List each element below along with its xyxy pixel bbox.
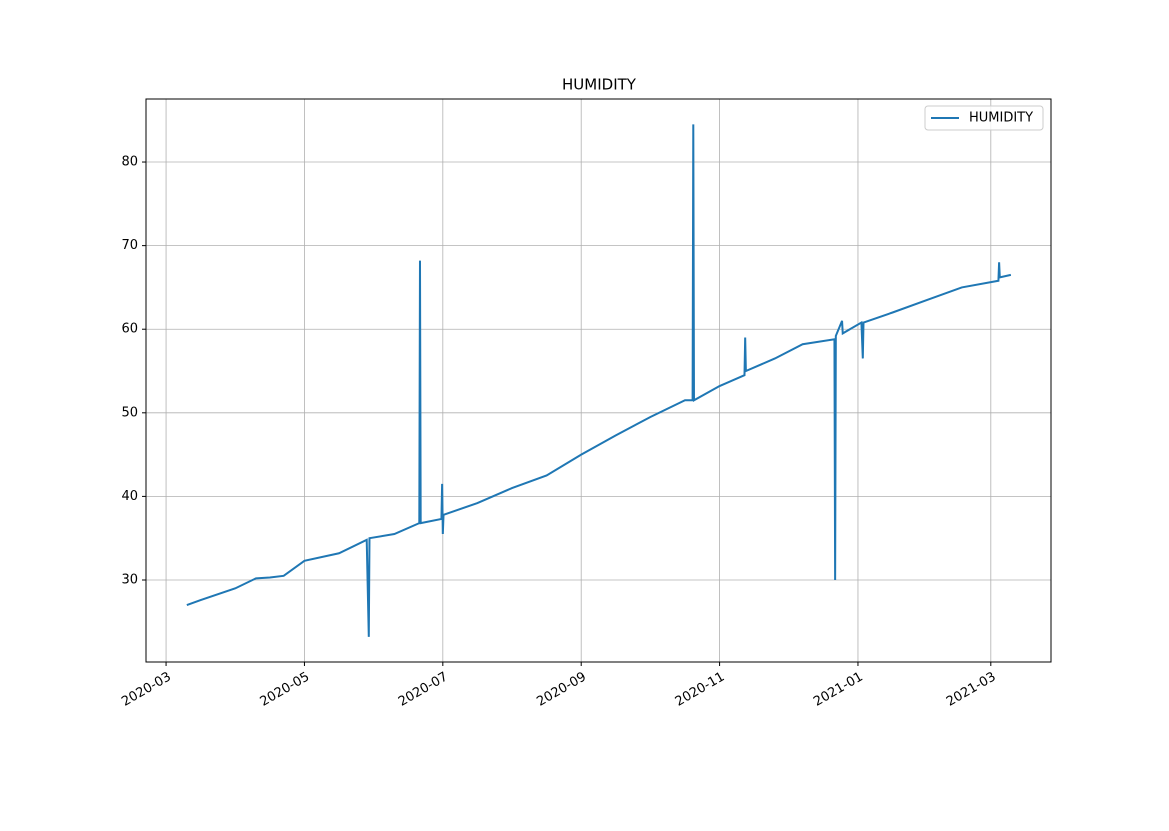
- plot-frame: [145, 98, 1052, 663]
- y-tick-label: 50: [121, 405, 138, 420]
- x-tick-label: 2020-03: [119, 670, 174, 710]
- x-tick-label: 2021-01: [811, 670, 866, 710]
- y-tick-label: 70: [121, 238, 138, 253]
- x-tick-label: 2020-11: [673, 670, 728, 710]
- x-tick-label: 2020-09: [534, 670, 589, 710]
- legend-label: HUMIDITY: [969, 111, 1033, 126]
- y-tick-label: 40: [121, 489, 138, 504]
- chart-title: HUMIDITY: [562, 76, 637, 94]
- y-tick-label: 30: [121, 572, 138, 587]
- x-tick-label: 2020-05: [258, 670, 313, 710]
- x-tick-label: 2021-03: [944, 670, 999, 710]
- y-tick-label: 80: [121, 155, 138, 170]
- y-tick-label: 60: [121, 322, 138, 337]
- legend-box: [924, 105, 1044, 131]
- x-tick-label: 2020-07: [396, 670, 451, 710]
- line-series: [186, 124, 1012, 637]
